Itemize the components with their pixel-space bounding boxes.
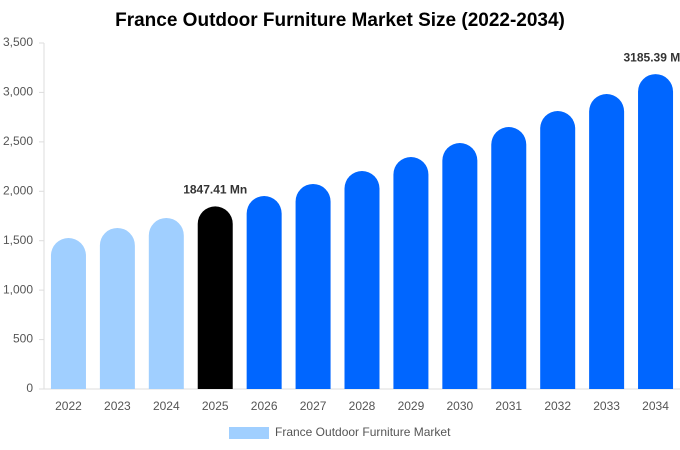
legend-swatch <box>229 427 269 439</box>
bar <box>540 111 576 389</box>
x-tick-label: 2029 <box>398 399 425 413</box>
x-tick-label: 2026 <box>251 399 278 413</box>
x-tick-label: 2022 <box>55 399 82 413</box>
x-tick-label: 2027 <box>300 399 327 413</box>
bar <box>393 156 429 389</box>
legend-label: France Outdoor Furniture Market <box>275 425 451 439</box>
x-tick-label: 2025 <box>202 399 229 413</box>
y-tick-label: 3,500 <box>3 35 33 49</box>
bar <box>99 227 135 389</box>
x-tick-label: 2033 <box>593 399 620 413</box>
y-tick-label: 3,000 <box>3 85 33 99</box>
bar <box>50 238 86 389</box>
y-tick-label: 500 <box>13 332 33 346</box>
x-tick-label: 2034 <box>642 399 669 413</box>
bar <box>344 171 380 389</box>
bar <box>491 127 527 389</box>
bar <box>589 94 625 389</box>
bar <box>148 217 184 389</box>
y-tick-label: 2,500 <box>3 134 33 148</box>
bar <box>246 196 282 389</box>
value-label: 3185.39 Mn <box>624 50 680 64</box>
x-tick-label: 2024 <box>153 399 180 413</box>
x-tick-label: 2032 <box>544 399 571 413</box>
x-tick-label: 2030 <box>446 399 473 413</box>
x-tick-label: 2023 <box>104 399 131 413</box>
y-tick-label: 1,000 <box>3 282 33 296</box>
bar <box>295 183 331 389</box>
x-tick-label: 2031 <box>495 399 522 413</box>
y-tick-label: 0 <box>26 381 33 395</box>
bar <box>197 206 233 389</box>
value-label: 1847.41 Mn <box>183 183 247 197</box>
bar <box>442 143 478 389</box>
y-tick-label: 1,500 <box>3 233 33 247</box>
y-tick-label: 2,000 <box>3 183 33 197</box>
x-tick-label: 2028 <box>349 399 376 413</box>
bar <box>638 74 674 390</box>
chart-title: France Outdoor Furniture Market Size (20… <box>115 10 565 31</box>
